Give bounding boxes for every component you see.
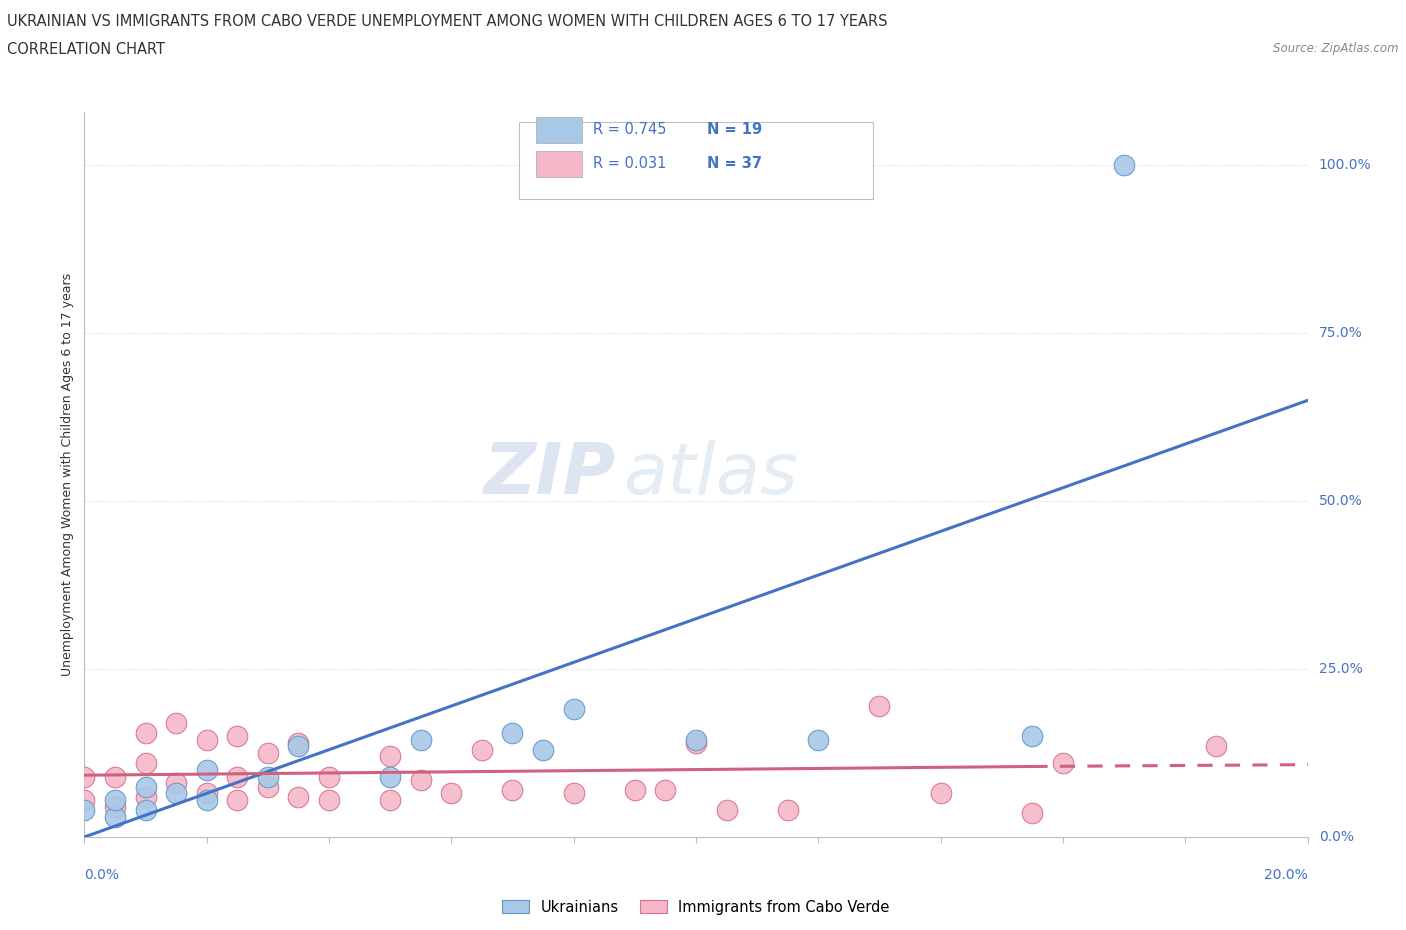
Point	[104, 792, 127, 807]
FancyBboxPatch shape	[519, 123, 873, 199]
Point	[287, 738, 309, 753]
Point	[165, 715, 187, 730]
Point	[226, 769, 249, 784]
Point	[73, 769, 96, 784]
Point	[380, 769, 402, 784]
Point	[287, 790, 309, 804]
FancyBboxPatch shape	[536, 151, 582, 177]
Point	[287, 736, 309, 751]
Text: R = 0.031: R = 0.031	[593, 156, 666, 171]
Point	[135, 790, 157, 804]
Text: R = 0.745: R = 0.745	[593, 122, 666, 138]
Text: 0.0%: 0.0%	[84, 868, 120, 882]
Point	[195, 732, 218, 747]
Point	[257, 779, 280, 794]
Text: atlas: atlas	[623, 440, 797, 509]
Point	[1205, 738, 1227, 753]
Point	[257, 746, 280, 761]
Point	[318, 769, 340, 784]
Text: ZIP: ZIP	[484, 440, 616, 509]
Point	[562, 786, 585, 801]
Point	[1021, 806, 1043, 821]
Text: 25.0%: 25.0%	[1319, 662, 1362, 676]
Text: N = 37: N = 37	[707, 156, 762, 171]
Point	[471, 742, 494, 757]
Point	[409, 773, 432, 788]
Point	[73, 792, 96, 807]
Point	[1021, 729, 1043, 744]
Point	[195, 763, 218, 777]
Point	[869, 698, 891, 713]
Point	[135, 779, 157, 794]
Text: N = 19: N = 19	[707, 122, 762, 138]
Point	[409, 732, 432, 747]
Point	[929, 786, 952, 801]
Point	[165, 776, 187, 790]
Text: 75.0%: 75.0%	[1319, 326, 1362, 340]
Text: Source: ZipAtlas.com: Source: ZipAtlas.com	[1274, 42, 1399, 55]
Point	[531, 742, 554, 757]
Point	[195, 786, 218, 801]
Point	[135, 803, 157, 817]
Point	[135, 756, 157, 771]
Point	[685, 732, 707, 747]
Point	[807, 732, 830, 747]
Point	[226, 792, 249, 807]
Point	[502, 782, 524, 797]
Point	[226, 729, 249, 744]
Point	[685, 736, 707, 751]
Point	[776, 803, 799, 817]
Text: 0.0%: 0.0%	[1319, 830, 1354, 844]
Point	[502, 725, 524, 740]
Point	[104, 809, 127, 824]
Point	[165, 786, 187, 801]
Point	[440, 786, 463, 801]
Point	[1114, 158, 1136, 173]
Point	[654, 782, 676, 797]
Point	[1052, 756, 1074, 771]
Point	[562, 702, 585, 717]
Point	[104, 800, 127, 815]
Text: 50.0%: 50.0%	[1319, 494, 1362, 508]
Text: 20.0%: 20.0%	[1264, 868, 1308, 882]
Y-axis label: Unemployment Among Women with Children Ages 6 to 17 years: Unemployment Among Women with Children A…	[60, 272, 75, 676]
Legend: Ukrainians, Immigrants from Cabo Verde: Ukrainians, Immigrants from Cabo Verde	[496, 894, 896, 921]
Point	[195, 792, 218, 807]
Text: 100.0%: 100.0%	[1319, 158, 1371, 172]
Text: CORRELATION CHART: CORRELATION CHART	[7, 42, 165, 57]
FancyBboxPatch shape	[536, 116, 582, 143]
Point	[624, 782, 647, 797]
Point	[716, 803, 738, 817]
Point	[73, 803, 96, 817]
Point	[380, 749, 402, 764]
Point	[257, 769, 280, 784]
Point	[104, 769, 127, 784]
Point	[380, 792, 402, 807]
Point	[135, 725, 157, 740]
Point	[318, 792, 340, 807]
Text: UKRAINIAN VS IMMIGRANTS FROM CABO VERDE UNEMPLOYMENT AMONG WOMEN WITH CHILDREN A: UKRAINIAN VS IMMIGRANTS FROM CABO VERDE …	[7, 14, 887, 29]
